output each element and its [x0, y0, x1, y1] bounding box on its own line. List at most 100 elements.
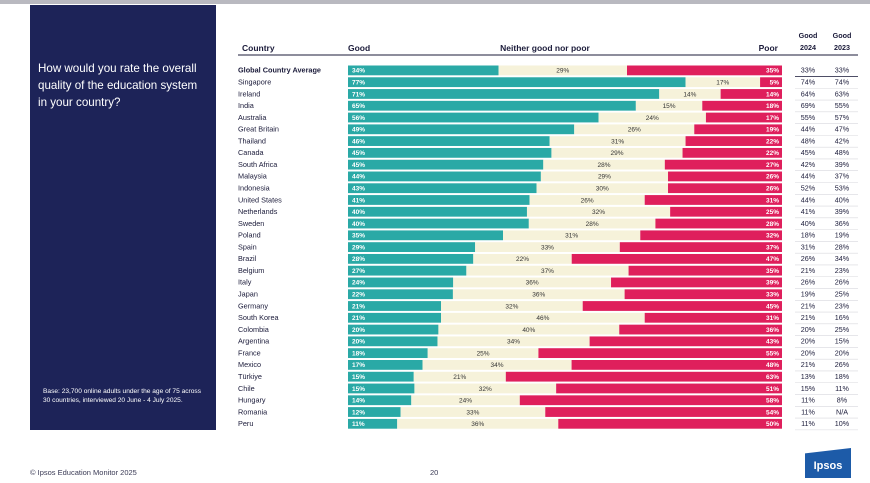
- country-label: Australia: [238, 113, 267, 122]
- bar-poor: [589, 336, 782, 347]
- bar-poor: [628, 265, 782, 276]
- country-label: Brazil: [238, 254, 257, 263]
- bar-good: [348, 230, 503, 241]
- good-2023-value: 16%: [835, 313, 850, 322]
- bar-neither: [413, 371, 506, 382]
- good-2023-value: 33%: [835, 66, 850, 75]
- bar-neither: [549, 136, 686, 146]
- bar-neither: [441, 312, 645, 323]
- label-poor: 43%: [766, 339, 779, 346]
- label-neither: 32%: [479, 386, 492, 393]
- good-2024-value: 74%: [801, 77, 816, 86]
- good-2023-value: 26%: [835, 278, 850, 287]
- bar-neither: [452, 289, 625, 300]
- bar-good: [348, 289, 453, 300]
- label-neither: 32%: [505, 303, 518, 310]
- good-2024-value: 45%: [801, 148, 816, 157]
- good-2023-value: 19%: [835, 231, 850, 240]
- bar-good: [348, 89, 660, 99]
- country-label: Colombia: [238, 325, 270, 334]
- bar-good: [348, 301, 441, 311]
- bar-good: [348, 265, 467, 276]
- good-2024-value: 31%: [801, 242, 816, 251]
- label-poor: 25%: [766, 209, 779, 216]
- good-2024-value: 21%: [801, 301, 816, 310]
- good-2024-value: 13%: [801, 372, 816, 381]
- bar-good: [348, 348, 428, 359]
- bar-good: [348, 65, 499, 76]
- bar-good: [348, 242, 476, 252]
- bar-poor: [571, 253, 782, 264]
- country-label: Global Country Average: [238, 66, 321, 75]
- good-2023-value: 39%: [835, 160, 850, 169]
- label-neither: 24%: [459, 398, 472, 405]
- label-poor: 5%: [770, 79, 780, 86]
- country-label: Spain: [238, 242, 257, 251]
- label-poor: 32%: [766, 233, 779, 240]
- bar-neither: [466, 265, 629, 276]
- label-poor: 45%: [766, 303, 779, 310]
- label-neither: 22%: [516, 256, 529, 263]
- country-label: Indonesia: [238, 184, 271, 193]
- bar-poor: [545, 407, 782, 417]
- country-label: Sweden: [238, 219, 264, 228]
- bar-poor: [670, 206, 782, 217]
- header-good-2023-line2: 2023: [834, 43, 850, 52]
- country-label: Singapore: [238, 77, 271, 86]
- bar-good: [348, 100, 636, 111]
- country-label: Germany: [238, 301, 268, 310]
- good-2023-value: 40%: [835, 195, 850, 204]
- label-good: 14%: [352, 398, 365, 405]
- good-2023-value: 28%: [835, 242, 850, 251]
- good-2024-value: 48%: [801, 136, 816, 145]
- bar-poor: [702, 100, 782, 111]
- country-label: Peru: [238, 419, 253, 428]
- country-label: Canada: [238, 148, 265, 157]
- label-good: 43%: [352, 186, 365, 193]
- label-neither: 15%: [663, 103, 676, 110]
- label-good: 56%: [352, 115, 365, 122]
- good-2023-value: 37%: [835, 172, 850, 181]
- bar-good: [348, 324, 439, 335]
- bar-neither: [438, 324, 620, 335]
- bar-neither: [528, 218, 656, 229]
- label-good: 45%: [352, 162, 365, 169]
- survey-question: How would you rate the overall quality o…: [38, 62, 198, 109]
- bar-neither: [543, 159, 665, 170]
- bar-good: [348, 136, 550, 146]
- bar-good: [348, 195, 530, 205]
- good-2023-value: 8%: [837, 396, 848, 405]
- good-2023-value: 42%: [835, 136, 850, 145]
- bar-good: [348, 418, 398, 429]
- good-2024-value: 69%: [801, 101, 816, 110]
- label-poor: 48%: [766, 362, 779, 369]
- label-poor: 37%: [766, 244, 779, 251]
- label-poor: 31%: [766, 197, 779, 204]
- label-good: 18%: [352, 350, 365, 357]
- label-good: 15%: [352, 374, 365, 381]
- bar-good: [348, 371, 414, 382]
- good-2023-value: 26%: [835, 360, 850, 369]
- bar-neither: [574, 124, 695, 135]
- bar-poor: [668, 171, 782, 182]
- label-poor: 35%: [766, 268, 779, 275]
- bar-good: [348, 147, 552, 158]
- label-good: 22%: [352, 292, 365, 299]
- label-poor: 50%: [766, 421, 779, 428]
- label-poor: 47%: [766, 256, 779, 263]
- good-2023-value: 15%: [835, 337, 850, 346]
- bar-neither: [598, 112, 706, 123]
- good-2024-value: 26%: [801, 278, 816, 287]
- bar-good: [348, 395, 412, 406]
- label-neither: 36%: [526, 280, 539, 287]
- header-good-2024-line2: 2024: [800, 43, 816, 52]
- bar-good: [348, 206, 527, 217]
- bar-neither: [437, 336, 590, 347]
- label-poor: 54%: [766, 409, 779, 416]
- bar-poor: [760, 77, 782, 88]
- good-2024-value: 41%: [801, 207, 816, 216]
- good-2024-value: 52%: [801, 184, 816, 193]
- bar-good: [348, 383, 415, 394]
- page-number: 20: [430, 468, 439, 477]
